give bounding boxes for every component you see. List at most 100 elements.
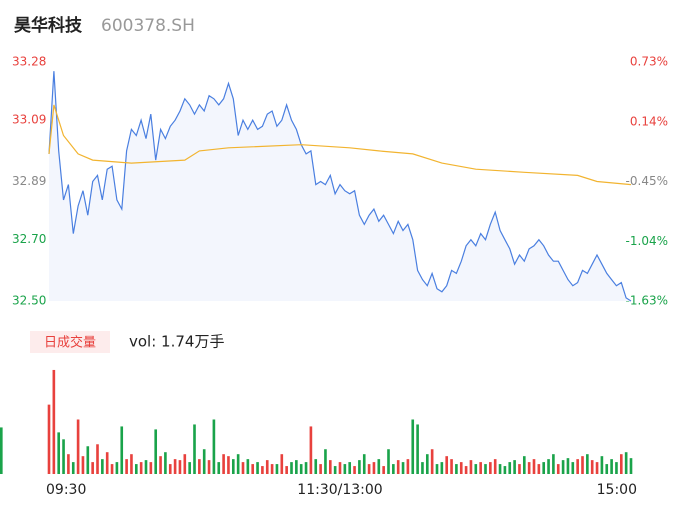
volume-bar <box>178 460 182 474</box>
volume-bar <box>605 464 609 474</box>
volume-bar <box>275 464 279 474</box>
volume-bar <box>149 462 153 474</box>
volume-bar <box>537 464 541 474</box>
volume-bar <box>270 464 274 474</box>
volume-bar <box>251 464 255 474</box>
y-tick-label: 33.09 <box>12 113 46 127</box>
volume-bar <box>295 460 298 474</box>
volume-bar <box>202 449 206 474</box>
volume-bar <box>328 460 332 474</box>
volume-bar <box>445 456 449 474</box>
volume-bar <box>532 459 536 474</box>
volume-bar <box>86 446 90 474</box>
volume-bar <box>173 459 177 474</box>
volume-bar <box>484 464 487 474</box>
y2-tick-label: -1.04% <box>626 234 668 248</box>
volume-bar <box>231 459 235 474</box>
volume-bar <box>629 458 633 474</box>
volume-bar <box>67 454 70 474</box>
volume-bar <box>624 452 628 474</box>
volume-bar <box>105 452 109 474</box>
y-tick-label: 32.70 <box>12 232 46 246</box>
volume-bar <box>125 459 128 474</box>
volume-bar <box>552 454 555 474</box>
volume-bar <box>134 464 138 474</box>
volume-bar <box>52 369 56 474</box>
volume-bar <box>353 466 356 474</box>
volume-bar <box>299 464 303 474</box>
volume-bar <box>425 454 429 474</box>
y2-tick-label: 0.73% <box>630 55 668 69</box>
y2-tick-label: -0.45% <box>626 174 668 188</box>
volume-bar <box>387 449 390 474</box>
volume-bar <box>265 460 269 474</box>
volume-bar <box>207 460 211 474</box>
volume-tag-bg <box>30 331 110 353</box>
volume-bar <box>222 454 225 474</box>
volume-bar <box>440 462 444 474</box>
volume-bar <box>164 452 167 474</box>
volume-bar <box>285 466 288 474</box>
volume-bar <box>421 462 424 474</box>
volume-bar <box>542 462 546 474</box>
volume-bar <box>455 464 458 474</box>
volume-bar <box>474 464 478 474</box>
volume-bar <box>91 462 94 474</box>
volume-bar <box>503 466 507 474</box>
volume-bar <box>47 404 51 474</box>
y-tick-label: 33.28 <box>12 55 46 69</box>
volume-bar <box>581 456 584 474</box>
volume-text: vol: 1.74万手 <box>129 333 224 351</box>
volume-bar <box>130 454 133 474</box>
volume-bar <box>309 426 313 474</box>
volume-bar <box>343 464 347 474</box>
volume-bar <box>406 459 410 474</box>
volume-bar <box>372 462 376 474</box>
average-line <box>48 104 632 186</box>
volume-bar <box>566 458 570 474</box>
volume-bar <box>198 459 201 474</box>
volume-bar <box>319 464 322 474</box>
volume-bar <box>139 462 143 474</box>
volume-bar <box>527 462 531 474</box>
volume-bar <box>57 432 61 474</box>
volume-bar <box>590 460 594 474</box>
volume-bar <box>595 462 599 474</box>
volume-bar <box>576 459 579 474</box>
volume-bar <box>556 464 560 474</box>
x-tick-label: 09:30 <box>46 482 86 498</box>
volume-bar <box>115 462 119 474</box>
volume-bar <box>227 456 230 474</box>
volume-bar <box>464 466 468 474</box>
volume-bar <box>96 444 99 474</box>
volume-bar <box>212 419 216 474</box>
volume-bar <box>435 464 439 474</box>
stock-name: 昊华科技 <box>14 15 83 36</box>
volume-bar <box>367 464 371 474</box>
volume-bar <box>246 459 250 474</box>
volume-bar <box>159 456 162 474</box>
volume-bar <box>280 454 284 474</box>
y-tick-label: 32.50 <box>12 294 46 308</box>
volume-bar <box>338 462 342 474</box>
price-line <box>48 71 632 302</box>
volume-bar <box>547 459 550 474</box>
volume-bar <box>81 456 85 474</box>
volume-bar <box>377 459 381 474</box>
volume-bar <box>261 466 264 474</box>
volume-bar <box>561 460 565 474</box>
volume-bar <box>430 449 434 474</box>
volume-bar <box>586 454 589 474</box>
volume-bar <box>76 419 80 474</box>
volume-bar <box>571 462 575 474</box>
volume-bar <box>358 460 361 474</box>
volume-bar <box>522 456 526 474</box>
volume-bar <box>241 462 245 474</box>
volume-bar <box>513 460 516 474</box>
volume-bar <box>489 462 492 474</box>
volume-bar <box>479 462 482 474</box>
volume-bar <box>508 462 512 474</box>
volume-bar <box>120 426 124 474</box>
volume-bar <box>615 462 618 474</box>
